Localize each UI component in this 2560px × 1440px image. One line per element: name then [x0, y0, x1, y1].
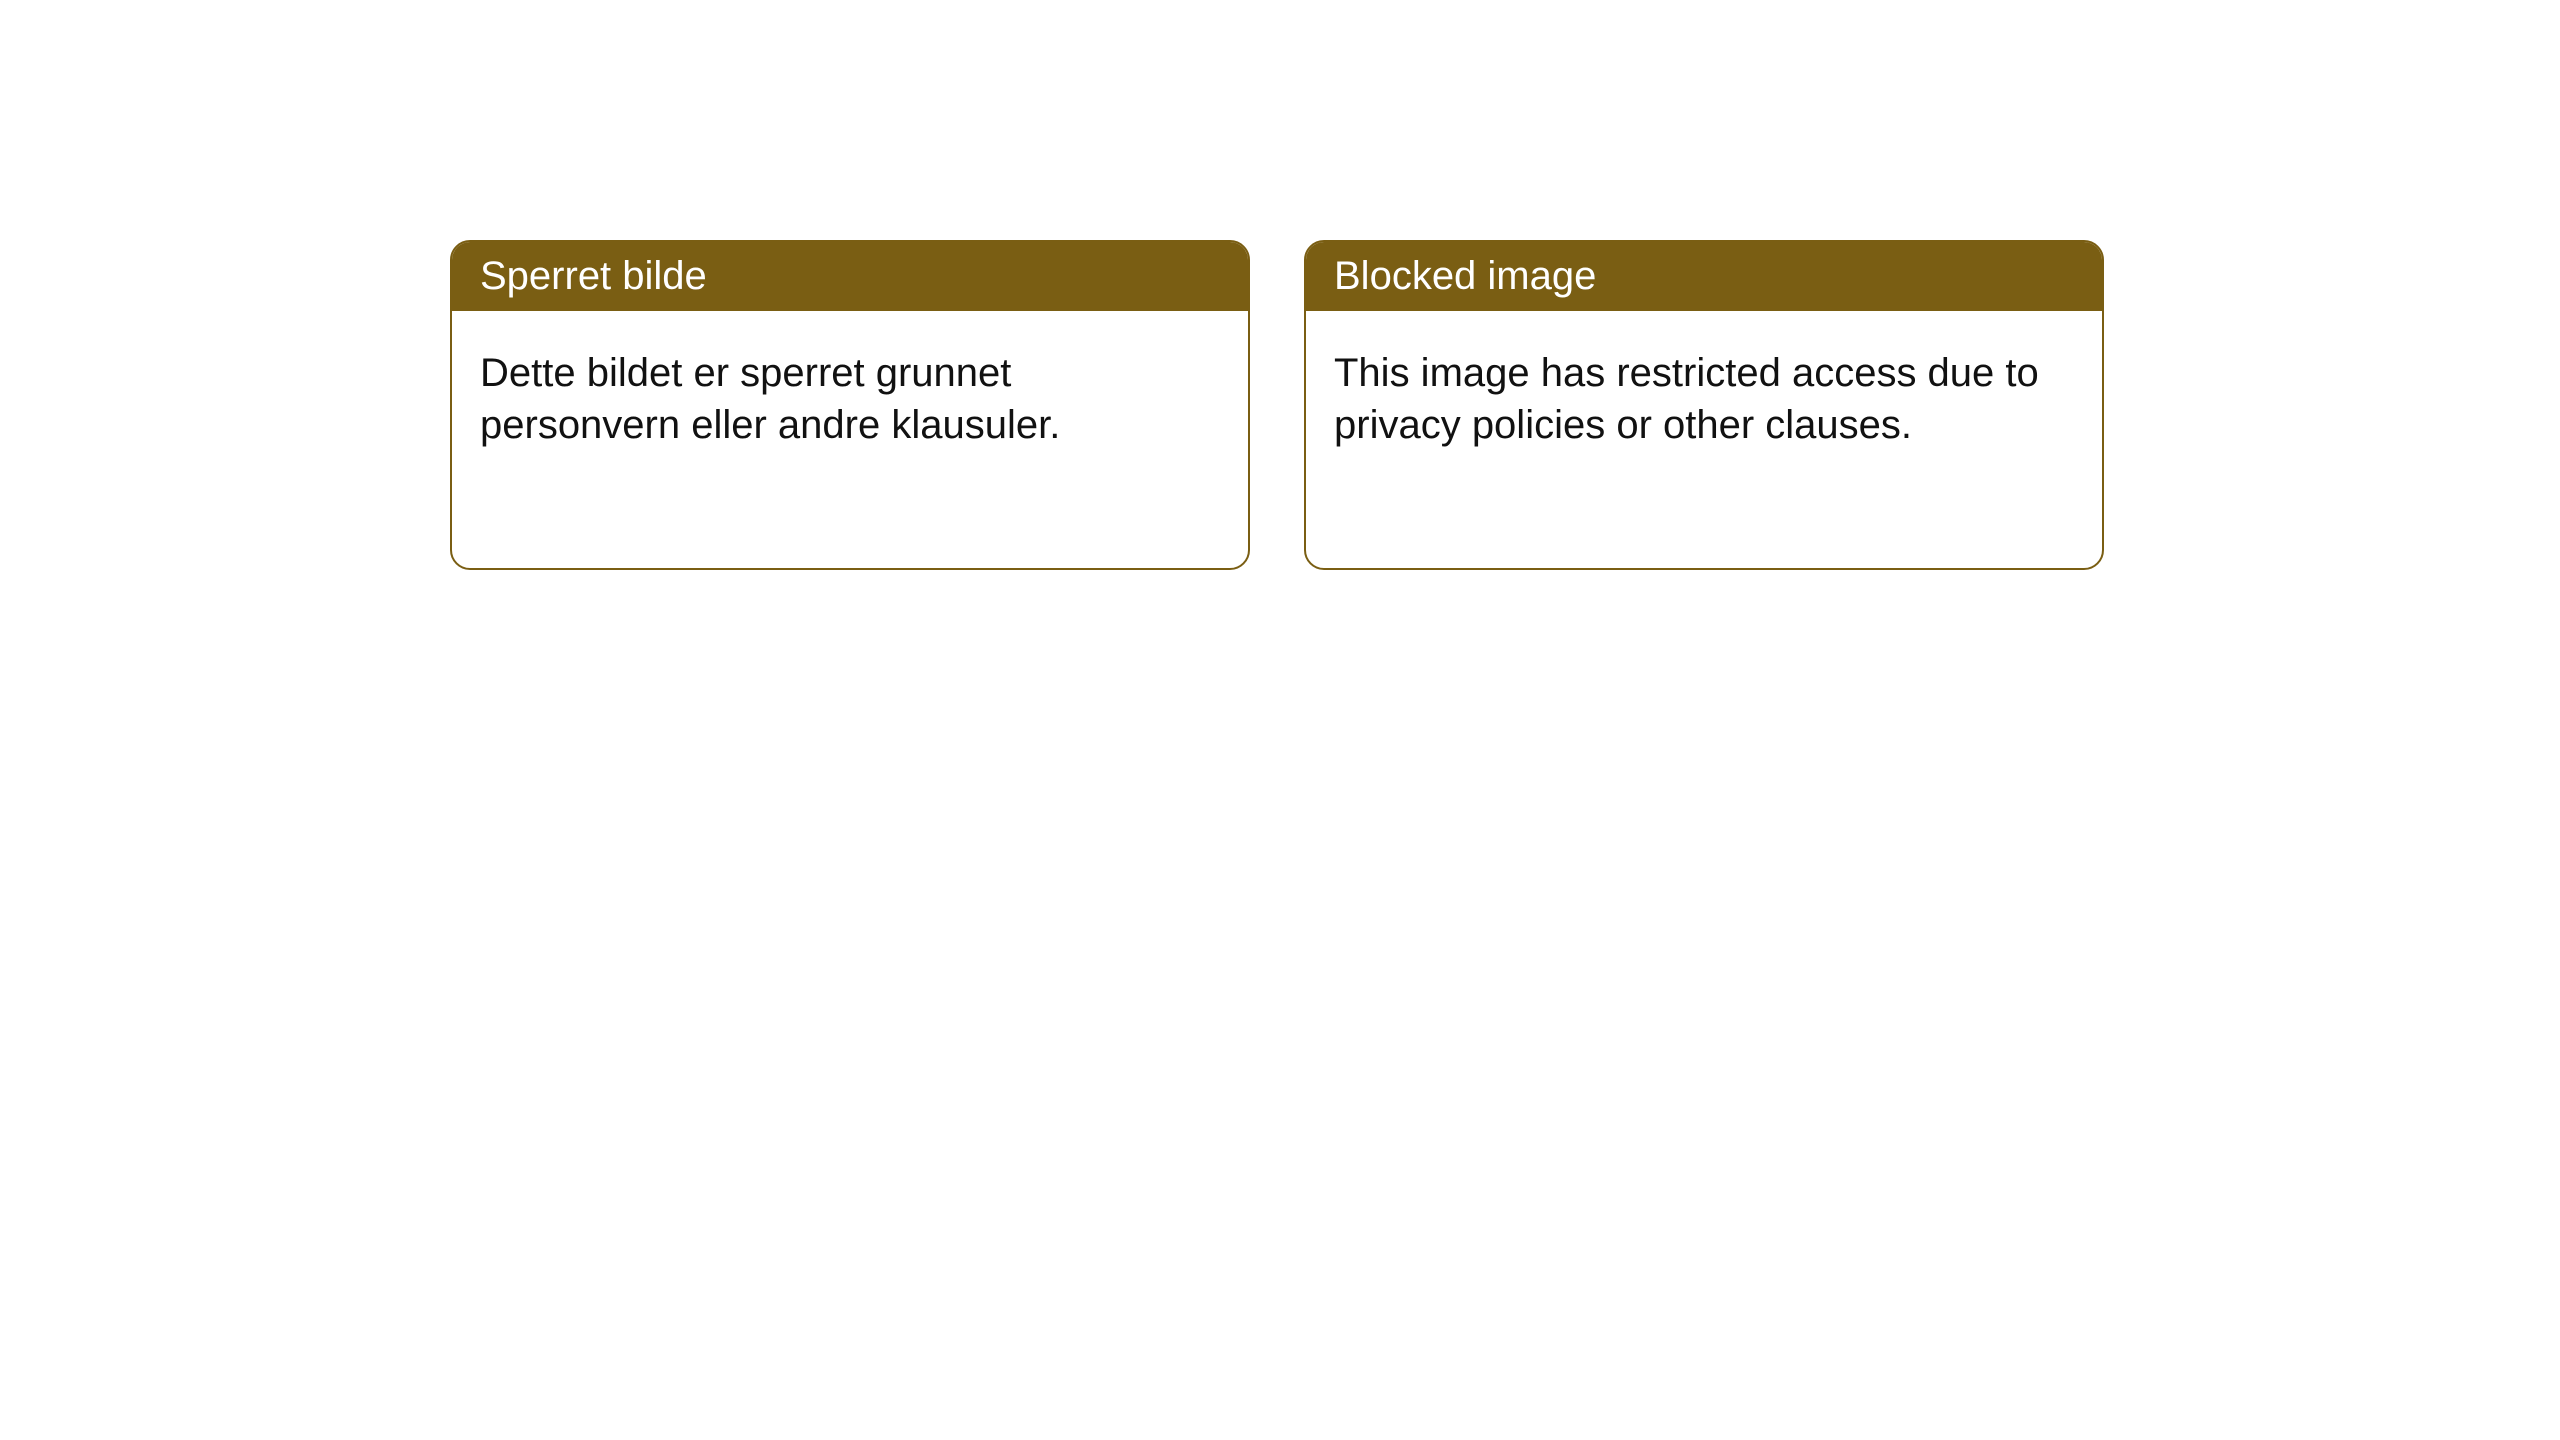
card-header: Sperret bilde: [452, 242, 1248, 311]
card-body: This image has restricted access due to …: [1306, 311, 2102, 487]
card-body-text: This image has restricted access due to …: [1334, 351, 2039, 447]
notice-container: Sperret bilde Dette bildet er sperret gr…: [0, 0, 2560, 570]
card-body-text: Dette bildet er sperret grunnet personve…: [480, 351, 1060, 447]
blocked-image-card-en: Blocked image This image has restricted …: [1304, 240, 2104, 570]
card-header: Blocked image: [1306, 242, 2102, 311]
card-title: Blocked image: [1334, 254, 1596, 298]
card-body: Dette bildet er sperret grunnet personve…: [452, 311, 1248, 487]
card-title: Sperret bilde: [480, 254, 707, 298]
blocked-image-card-no: Sperret bilde Dette bildet er sperret gr…: [450, 240, 1250, 570]
